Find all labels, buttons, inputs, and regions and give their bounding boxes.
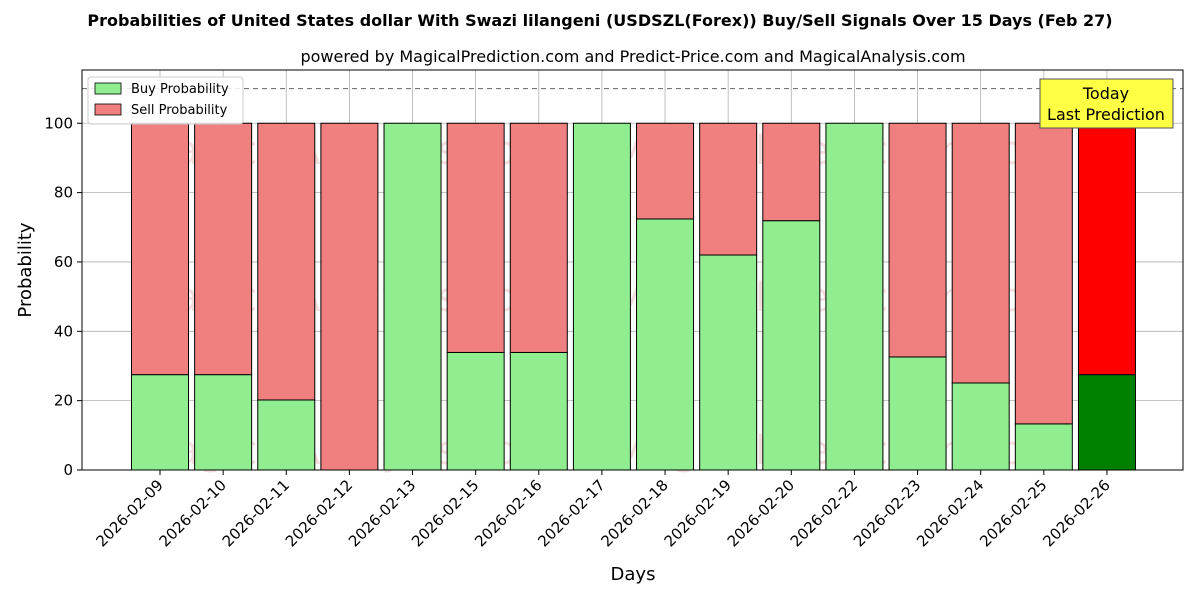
legend-sell-label: Sell Probability — [131, 103, 228, 118]
plot-area-frame — [81, 69, 1184, 471]
y-tick-label: 80 — [54, 184, 73, 202]
x-tick-label: 2026-02-22 — [787, 476, 861, 550]
legend-box — [87, 76, 244, 125]
chart-title: Probabilities of United States dollar Wi… — [87, 11, 1112, 30]
bar-sell-2026-02-24 — [951, 122, 1010, 384]
bar-buy-2026-02-20 — [762, 220, 821, 471]
bar-buy-2026-02-19 — [699, 254, 758, 471]
x-tick-label: 2026-02-20 — [724, 476, 798, 550]
today-annotation: Today Last Prediction — [1039, 78, 1174, 129]
x-axis-label: Days — [611, 564, 656, 585]
x-tick-label: 2026-02-24 — [913, 476, 987, 550]
x-tick-label: 2026-02-25 — [976, 476, 1050, 550]
legend: Buy Probability Sell Probability — [87, 76, 244, 125]
y-tick-label: 0 — [63, 461, 73, 479]
y-tick-label: 20 — [54, 392, 73, 410]
bar-sell-2026-02-19 — [699, 122, 758, 256]
y-tick-label: 40 — [54, 322, 73, 340]
y-tick-label: 100 — [44, 114, 73, 132]
bar-sell-2026-02-09 — [131, 122, 189, 376]
legend-buy-swatch — [94, 82, 122, 95]
bar-buy-2026-02-16 — [509, 351, 568, 471]
bar-buy-2026-02-11 — [257, 399, 316, 471]
y-axis-label: Probability — [15, 222, 36, 317]
bar-buy-2026-02-13 — [383, 122, 442, 471]
bar-buy-2026-02-18 — [636, 218, 695, 471]
chart-subtitle: powered by MagicalPrediction.com and Pre… — [300, 47, 965, 66]
x-tick-label: 2026-02-19 — [661, 476, 735, 550]
x-tick-label: 2026-02-10 — [156, 476, 230, 550]
x-tick-label: 2026-02-15 — [408, 476, 482, 550]
bar-buy-2026-02-24 — [951, 382, 1010, 471]
x-tick-label: 2026-02-11 — [219, 476, 293, 550]
bar-buy-2026-02-22 — [825, 122, 884, 471]
bar-sell-2026-02-26 — [1077, 122, 1136, 376]
bar-buy-2026-02-23 — [888, 356, 947, 471]
bar-buy-2026-02-26 — [1077, 374, 1136, 471]
x-tick-label: 2026-02-18 — [597, 476, 671, 550]
bar-sell-2026-02-15 — [446, 122, 505, 353]
bar-buy-2026-02-17 — [572, 122, 631, 471]
legend-buy-label: Buy Probability — [131, 82, 229, 97]
y-tick-label: 60 — [54, 253, 73, 271]
x-tick-label: 2026-02-13 — [345, 476, 419, 550]
bars — [131, 122, 1136, 471]
x-axis-ticks: 2026-02-092026-02-102026-02-112026-02-12… — [92, 470, 1114, 550]
bar-sell-2026-02-18 — [636, 122, 695, 220]
x-tick-label: 2026-02-16 — [471, 476, 545, 550]
bar-sell-2026-02-23 — [888, 122, 947, 358]
today-annotation-box — [1039, 78, 1174, 129]
x-tick-label: 2026-02-26 — [1039, 476, 1113, 550]
bar-buy-2026-02-09 — [131, 374, 189, 471]
today-annotation-line2: Last Prediction — [1047, 105, 1165, 124]
bar-sell-2026-02-20 — [762, 122, 821, 222]
bar-buy-2026-02-25 — [1014, 423, 1073, 471]
bar-sell-2026-02-25 — [1014, 122, 1073, 425]
bar-sell-2026-02-16 — [509, 122, 568, 353]
x-tick-label: 2026-02-09 — [92, 476, 166, 550]
bar-sell-2026-02-11 — [257, 122, 316, 401]
x-tick-label: 2026-02-12 — [282, 476, 356, 550]
x-tick-label: 2026-02-17 — [534, 476, 608, 550]
bar-buy-2026-02-10 — [194, 374, 253, 471]
bar-sell-2026-02-12 — [320, 122, 379, 471]
bar-buy-2026-02-15 — [446, 351, 505, 471]
bar-sell-2026-02-10 — [194, 122, 253, 376]
x-tick-label: 2026-02-23 — [850, 476, 924, 550]
legend-sell-swatch — [94, 103, 122, 116]
y-axis-ticks: 0 20 40 60 80 100 — [44, 114, 82, 479]
today-annotation-line1: Today — [1082, 84, 1129, 103]
